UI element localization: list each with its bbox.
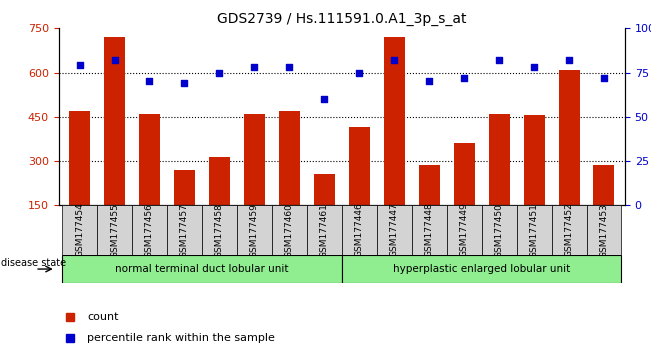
Point <box>319 96 329 102</box>
Text: percentile rank within the sample: percentile rank within the sample <box>87 333 275 343</box>
Bar <box>244 114 265 250</box>
FancyBboxPatch shape <box>237 205 272 255</box>
FancyBboxPatch shape <box>62 255 342 283</box>
FancyBboxPatch shape <box>342 205 377 255</box>
FancyBboxPatch shape <box>551 205 587 255</box>
FancyBboxPatch shape <box>587 205 622 255</box>
Text: GSM177450: GSM177450 <box>495 202 504 258</box>
Bar <box>559 70 579 250</box>
FancyBboxPatch shape <box>342 255 622 283</box>
Text: hyperplastic enlarged lobular unit: hyperplastic enlarged lobular unit <box>393 264 570 274</box>
Point <box>389 57 400 63</box>
FancyBboxPatch shape <box>307 205 342 255</box>
Title: GDS2739 / Hs.111591.0.A1_3p_s_at: GDS2739 / Hs.111591.0.A1_3p_s_at <box>217 12 467 26</box>
Point <box>354 70 365 75</box>
Bar <box>523 115 544 250</box>
Point <box>599 75 609 81</box>
FancyBboxPatch shape <box>447 205 482 255</box>
Point <box>529 64 539 70</box>
FancyBboxPatch shape <box>272 205 307 255</box>
Text: GSM177451: GSM177451 <box>529 202 538 258</box>
Text: GSM177461: GSM177461 <box>320 202 329 258</box>
FancyBboxPatch shape <box>517 205 551 255</box>
FancyBboxPatch shape <box>62 205 97 255</box>
Text: GSM177446: GSM177446 <box>355 203 364 257</box>
Point <box>74 63 85 68</box>
Bar <box>69 111 90 250</box>
FancyBboxPatch shape <box>132 205 167 255</box>
Text: disease state: disease state <box>1 258 66 268</box>
Point <box>564 57 574 63</box>
Text: GSM177458: GSM177458 <box>215 202 224 258</box>
Text: count: count <box>87 312 118 322</box>
Bar <box>419 166 439 250</box>
Point <box>494 57 505 63</box>
FancyBboxPatch shape <box>411 205 447 255</box>
Bar <box>383 37 405 250</box>
Text: GSM177455: GSM177455 <box>110 202 119 258</box>
Bar <box>139 114 160 250</box>
Text: GSM177452: GSM177452 <box>564 203 574 257</box>
Bar <box>314 175 335 250</box>
Bar <box>279 111 300 250</box>
Text: GSM177456: GSM177456 <box>145 202 154 258</box>
FancyBboxPatch shape <box>202 205 237 255</box>
Text: GSM177454: GSM177454 <box>75 203 84 257</box>
Text: GSM177459: GSM177459 <box>250 202 259 258</box>
Bar <box>489 114 510 250</box>
Point <box>424 79 434 84</box>
Text: normal terminal duct lobular unit: normal terminal duct lobular unit <box>115 264 288 274</box>
Text: GSM177460: GSM177460 <box>285 202 294 258</box>
Bar <box>454 143 475 250</box>
Text: GSM177449: GSM177449 <box>460 203 469 257</box>
FancyBboxPatch shape <box>377 205 411 255</box>
Point <box>214 70 225 75</box>
Point <box>109 57 120 63</box>
Point <box>284 64 294 70</box>
Text: GSM177453: GSM177453 <box>600 202 609 258</box>
Point <box>459 75 469 81</box>
FancyBboxPatch shape <box>97 205 132 255</box>
Bar <box>104 37 125 250</box>
Point <box>179 80 189 86</box>
Bar <box>209 156 230 250</box>
Text: GSM177448: GSM177448 <box>424 203 434 257</box>
Text: GSM177447: GSM177447 <box>390 203 398 257</box>
FancyBboxPatch shape <box>482 205 517 255</box>
Text: GSM177457: GSM177457 <box>180 202 189 258</box>
Bar <box>594 166 615 250</box>
Bar <box>174 170 195 250</box>
Point <box>249 64 260 70</box>
FancyBboxPatch shape <box>167 205 202 255</box>
Point <box>145 79 155 84</box>
Bar <box>349 127 370 250</box>
